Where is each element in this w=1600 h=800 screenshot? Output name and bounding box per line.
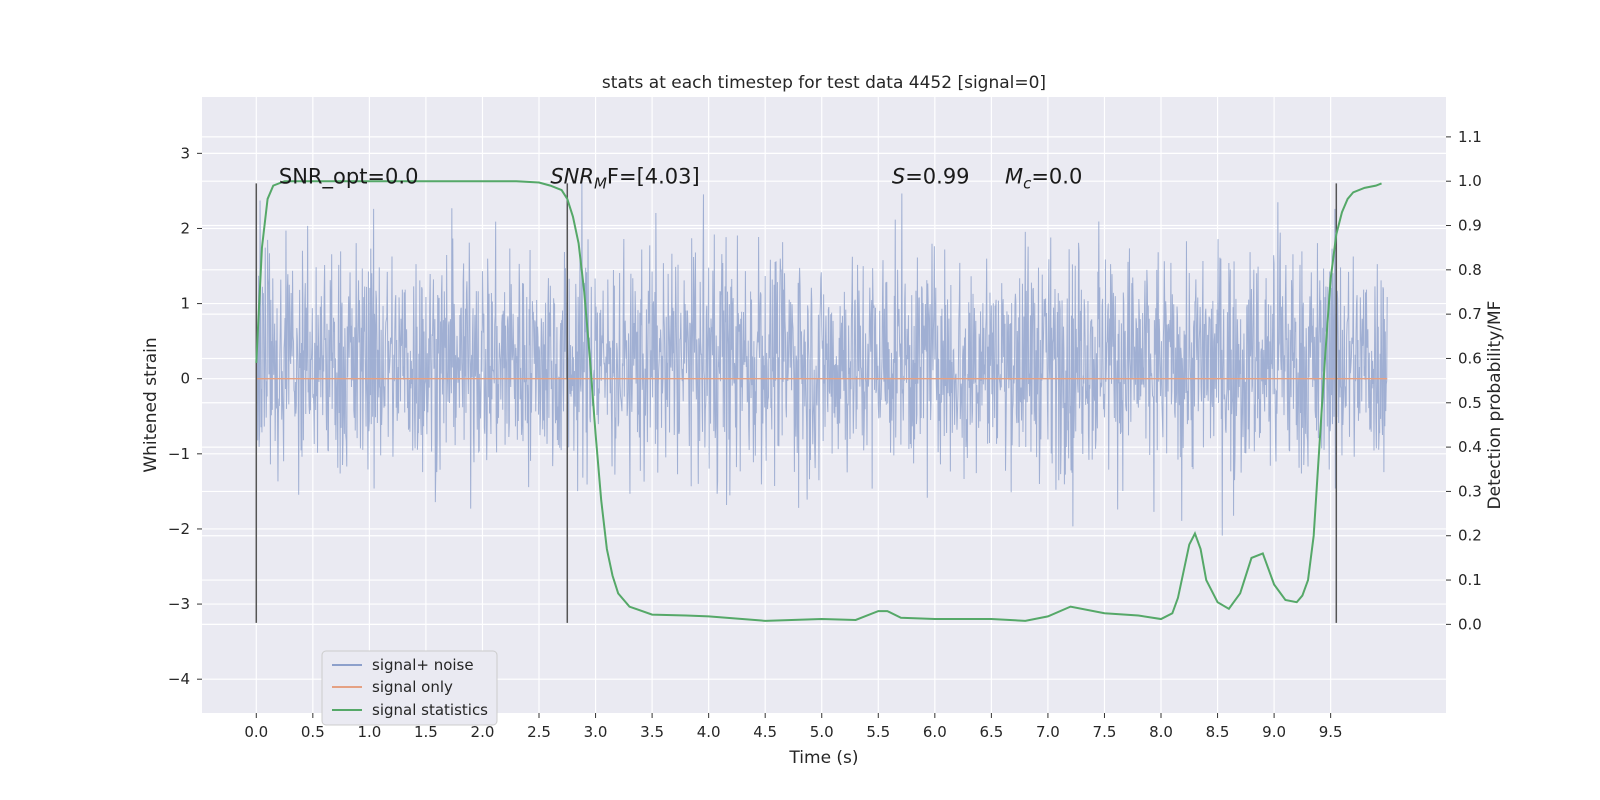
right-axis-ticks: 1.1 1.0 0.9 0.8 0.7 0.6 0.5 0.4 0.3 0.2 0.1 0.0 xyxy=(1446,128,1482,633)
x-tick-label: 4.5 xyxy=(753,723,777,741)
legend-label-statistics: signal statistics xyxy=(372,701,488,719)
x-tick-label: 9.5 xyxy=(1319,723,1343,741)
x-tick-label: 2.5 xyxy=(527,723,551,741)
statistics-line xyxy=(255,180,1382,622)
right-tick-label: 1.1 xyxy=(1458,128,1482,146)
right-tick-label: 0.6 xyxy=(1458,349,1482,367)
x-axis-ticks: 0.0 0.5 1.0 1.5 2.0 2.5 3.0 3.5 4.0 4.5 5.0 5.5 6.0 6… xyxy=(244,713,1343,741)
x-tick-label: 5.0 xyxy=(810,723,834,741)
y-axis-label-right: Detection probability/MF xyxy=(1485,301,1505,510)
left-tick-label: −3 xyxy=(168,595,190,613)
x-tick-label: 0.5 xyxy=(301,723,325,741)
chart-title: stats at each timestep for test data 445… xyxy=(602,73,1046,93)
x-tick-label: 5.5 xyxy=(866,723,890,741)
left-tick-label: 1 xyxy=(180,295,190,313)
x-tick-label: 2.0 xyxy=(471,723,495,741)
legend-label-signal-only: signal only xyxy=(372,678,453,696)
x-tick-label: 6.5 xyxy=(979,723,1003,741)
x-tick-label: 8.0 xyxy=(1149,723,1173,741)
right-tick-label: 0.2 xyxy=(1458,527,1482,545)
annotations: SNR_opt=0.0 SNRMF=[4.03] S=0.99 Mc=0.0 xyxy=(279,164,1082,192)
annotation-text: SNR_opt=0.0 xyxy=(279,164,419,189)
annotation-text: Mc=0.0 xyxy=(1005,164,1082,192)
right-tick-label: 0.4 xyxy=(1458,438,1482,456)
x-tick-label: 1.0 xyxy=(357,723,381,741)
noise-line xyxy=(255,180,1388,536)
left-tick-label: −1 xyxy=(168,445,190,463)
annotation-text: SNRMF=[4.03] xyxy=(550,164,699,192)
vertical-markers xyxy=(255,183,1338,623)
noise-series xyxy=(255,180,1388,536)
x-tick-label: 7.0 xyxy=(1036,723,1060,741)
x-tick-label: 6.0 xyxy=(923,723,947,741)
right-tick-label: 0.7 xyxy=(1458,305,1482,323)
annotation-text: S=0.99 xyxy=(892,164,970,188)
legend: signal+ noise signal only signal statist… xyxy=(321,650,498,726)
x-axis-label: Time (s) xyxy=(788,748,858,768)
left-tick-label: 0 xyxy=(180,370,190,388)
x-tick-label: 9.0 xyxy=(1262,723,1286,741)
legend-box xyxy=(321,650,498,726)
right-tick-label: 0.9 xyxy=(1458,217,1482,235)
right-tick-label: 0.1 xyxy=(1458,571,1482,589)
x-tick-label: 8.5 xyxy=(1206,723,1230,741)
x-tick-label: 4.0 xyxy=(697,723,721,741)
left-tick-label: 3 xyxy=(180,144,190,162)
x-tick-label: 0.0 xyxy=(244,723,268,741)
legend-label-noise: signal+ noise xyxy=(372,656,474,674)
statistics-series xyxy=(255,180,1382,622)
left-axis-ticks: 3 2 1 0 −1 −2 −3 −4 xyxy=(168,144,202,688)
x-tick-label: 3.5 xyxy=(640,723,664,741)
y-axis-label-left: Whitened strain xyxy=(141,337,161,472)
left-tick-label: −4 xyxy=(168,670,190,688)
right-tick-label: 0.8 xyxy=(1458,261,1482,279)
left-tick-label: −2 xyxy=(168,520,190,538)
right-tick-label: 0.5 xyxy=(1458,394,1482,412)
right-tick-label: 1.0 xyxy=(1458,172,1482,190)
x-tick-label: 1.5 xyxy=(414,723,438,741)
x-tick-label: 7.5 xyxy=(1093,723,1117,741)
right-tick-label: 0.0 xyxy=(1458,615,1482,633)
left-tick-label: 2 xyxy=(180,219,190,237)
right-tick-label: 0.3 xyxy=(1458,482,1482,500)
x-tick-label: 3.0 xyxy=(584,723,608,741)
